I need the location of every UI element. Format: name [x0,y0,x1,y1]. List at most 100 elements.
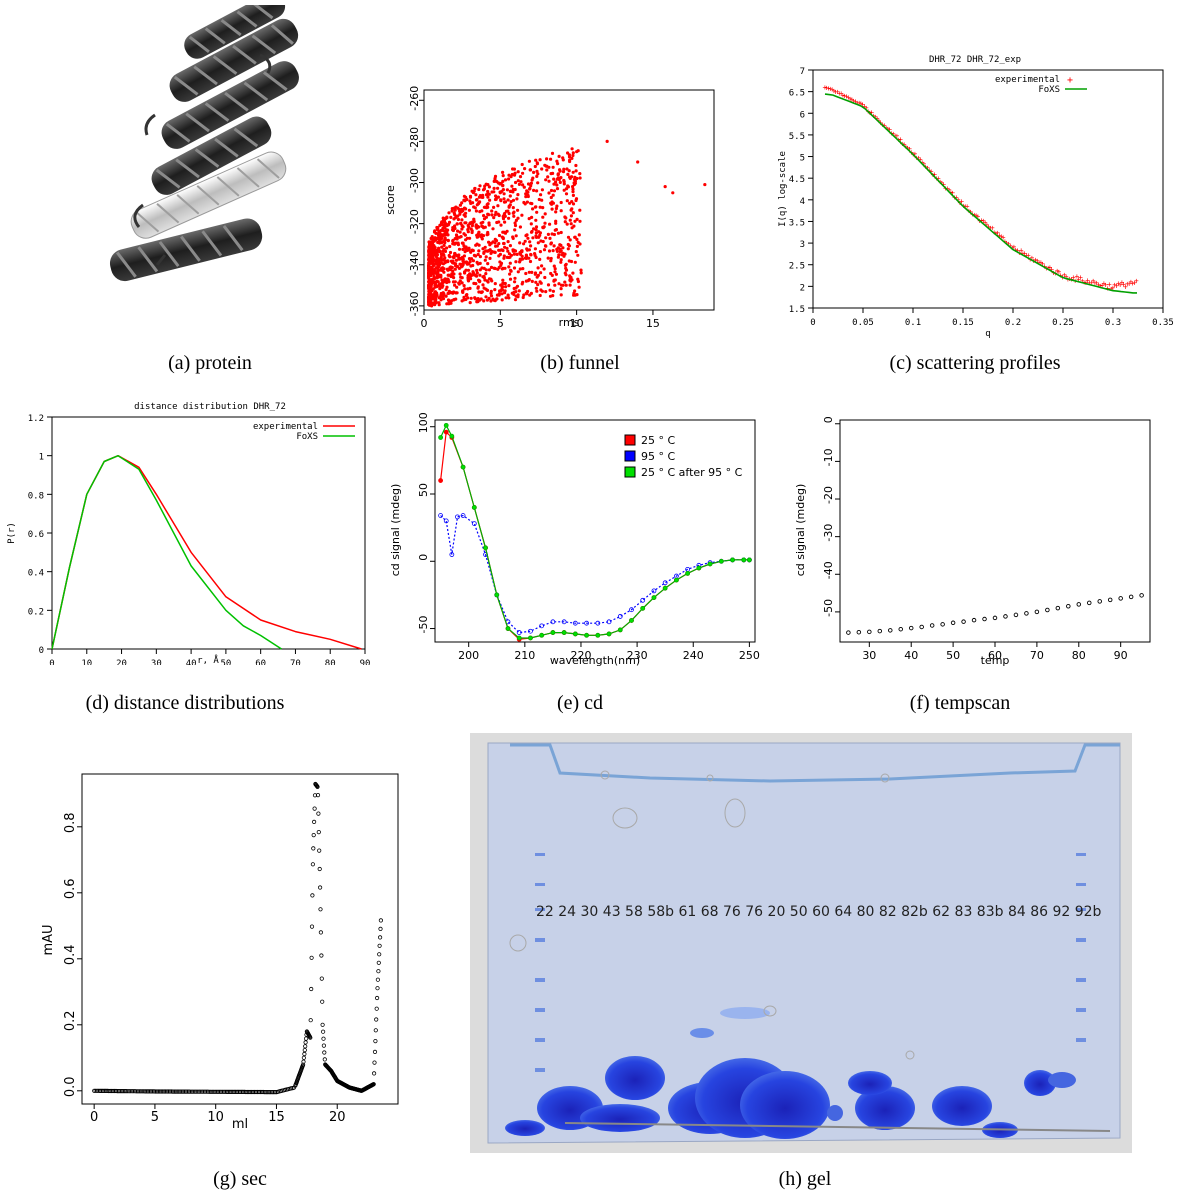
funnel-point [522,185,526,189]
funnel-point [438,241,442,245]
y-tick-label: 0.8 [28,491,44,501]
funnel-point [437,273,441,277]
y-tick-label: -360 [408,291,421,316]
funnel-point [483,278,487,282]
funnel-point [512,248,516,252]
funnel-point [432,268,436,272]
sec-point [310,862,315,867]
funnel-point [447,211,451,215]
x-tick-label: 50 [220,659,231,665]
funnel-point [495,244,499,248]
cd-series-95c-point [561,619,567,625]
y-tick-label: 0.8 [63,812,78,833]
funnel-point [566,247,570,251]
funnel-point [466,287,470,291]
funnel-point [462,295,466,299]
cd-series-25c-after-point [550,630,556,635]
y-tick-label: -40 [822,561,835,579]
funnel-point [427,255,431,259]
y-tick-label: -10 [822,448,835,466]
cd-series-25c-after [440,424,750,639]
x-tick-label: 0.05 [852,318,874,328]
funnel-point [496,267,500,271]
x-tick-label: 0.3 [1105,318,1121,328]
experimental-point: + [994,229,999,238]
funnel-point [464,211,468,215]
funnel-point [551,193,555,197]
funnel-point [574,163,578,168]
funnel-point [427,276,431,280]
scattering-plot-frame [812,69,1164,309]
funnel-point [529,181,533,185]
funnel-point [518,258,522,262]
cd-series-25c-after-point [494,592,500,598]
funnel-point [445,285,449,289]
funnel-point [568,201,572,205]
experimental-point: + [823,83,828,92]
sec-point [252,1089,257,1095]
cd-series-25c-after-point [741,557,747,563]
funnel-point [558,250,562,254]
funnel-point [568,274,572,278]
funnel-point [579,268,583,272]
funnel-point [428,282,432,286]
experimental-point: + [1015,246,1020,255]
funnel-point [536,283,540,287]
x-tick-label: 20 [116,659,127,665]
funnel-point [501,248,505,253]
funnel-point [551,249,555,253]
funnel-point [478,184,482,188]
funnel-point [570,226,574,230]
funnel-point [499,198,503,202]
sec-point [317,885,323,890]
panel-funnel: 0 5 10 15 -260 -280 -300 -320 -340 -360 rms scor… [380,70,720,340]
funnel-point [538,158,542,162]
tempscan-point [971,617,977,623]
funnel-point [452,254,456,258]
funnel-point [498,252,502,256]
sec-point [315,792,321,798]
funnel-point [524,279,528,283]
funnel-point [505,246,509,250]
funnel-point [573,219,577,223]
funnel-point [475,203,479,207]
funnel-point [477,187,481,192]
experimental-point: + [1046,264,1051,273]
tempscan-ylabel: cd signal (mdeg) [794,484,807,577]
funnel-point [443,238,447,242]
funnel-point [703,182,707,187]
funnel-point [559,287,563,291]
funnel-point [518,175,523,179]
funnel-point [430,277,434,281]
funnel-point [428,295,432,299]
funnel-point [449,215,453,219]
sec-point [375,977,380,982]
funnel-point [484,268,488,272]
sec-point [191,1089,196,1094]
funnel-point [532,188,536,192]
funnel-point [475,271,479,275]
experimental-point: + [1105,284,1110,293]
funnel-point [469,296,473,300]
experimental-point: + [1058,271,1063,280]
funnel-point [427,287,431,291]
funnel-point [550,200,554,204]
funnel-point [473,296,477,300]
funnel-point [493,241,497,245]
tempscan-chart: 30 40 50 60 70 80 90 0 -10 -20 -30 -40 -50 temp cd … [794,416,1151,667]
funnel-point [492,179,496,183]
experimental-point: + [976,212,981,221]
funnel-point [513,223,518,228]
funnel-point [566,172,570,176]
funnel-point [448,255,452,259]
funnel-point [535,162,539,166]
funnel-point [497,213,501,218]
funnel-point [557,282,561,286]
funnel-point [454,291,458,295]
funnel-point [511,236,515,240]
funnel-point [451,269,455,273]
funnel-point [470,230,474,235]
funnel-point [558,180,562,184]
funnel-point [485,249,489,253]
funnel-point [495,297,499,301]
